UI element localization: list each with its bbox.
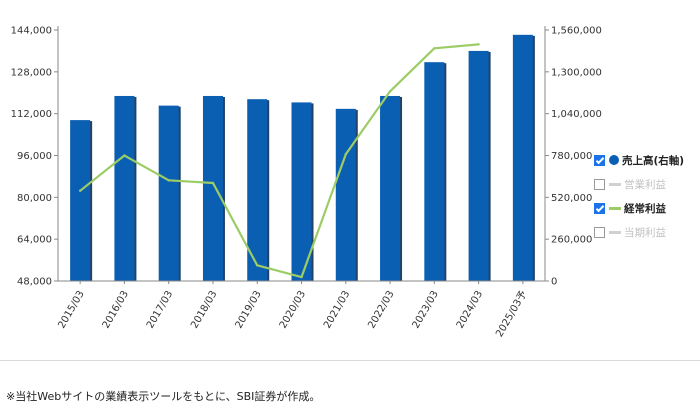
line-point bbox=[167, 179, 170, 182]
legend-label-net-profit: 当期利益 bbox=[624, 226, 666, 239]
line-series bbox=[78, 43, 480, 279]
line-marker-icon bbox=[609, 206, 621, 210]
right-tick-label: 1,300,000 bbox=[551, 67, 602, 78]
x-axis-ticks: 2015/03 2016/03 2017/03 2018/03 2019/03 2020/… bbox=[56, 281, 529, 339]
right-tick-label: 260,000 bbox=[551, 235, 592, 246]
line-point bbox=[123, 154, 126, 157]
x-tick-label: 2019/03 bbox=[234, 289, 264, 330]
footnote: ※当社Webサイトの業績表示ツールをもとに、SBI証券が作成。 bbox=[6, 390, 321, 403]
legend-item-sales[interactable]: 売上高(右軸) bbox=[594, 150, 684, 170]
legend-item-net-profit[interactable]: 当期利益 bbox=[594, 222, 684, 242]
bar bbox=[202, 95, 223, 281]
bar bbox=[291, 102, 312, 282]
bar bbox=[335, 108, 356, 281]
bar bbox=[512, 34, 533, 282]
x-tick-label: 2023/03 bbox=[411, 289, 441, 330]
left-tick-label: 48,000 bbox=[17, 277, 52, 288]
right-tick-label: 0 bbox=[551, 277, 557, 288]
left-tick-label: 96,000 bbox=[17, 151, 52, 162]
legend-checkbox-net-profit[interactable] bbox=[594, 226, 605, 238]
legend-checkbox-sales[interactable] bbox=[594, 154, 605, 166]
x-tick-label: 2024/03 bbox=[455, 289, 485, 330]
bar bbox=[158, 105, 179, 281]
line-point bbox=[78, 189, 82, 192]
bar bbox=[247, 99, 268, 281]
line-marker-icon bbox=[609, 230, 621, 234]
left-tick-label: 144,000 bbox=[11, 26, 52, 37]
right-tick-label: 1,040,000 bbox=[551, 109, 602, 120]
line-point bbox=[300, 275, 303, 279]
line-point bbox=[211, 181, 215, 185]
right-tick-label: 520,000 bbox=[551, 193, 592, 204]
legend-item-operating-profit[interactable]: 営業利益 bbox=[594, 174, 684, 194]
left-tick-label: 128,000 bbox=[11, 67, 52, 78]
legend-label-operating-profit: 営業利益 bbox=[624, 178, 666, 191]
bar-series bbox=[70, 34, 535, 282]
x-tick-label: 2021/03 bbox=[322, 289, 352, 330]
combo-chart: 144,000 128,000 112,000 96,000 80,000 64,000 4… bbox=[11, 26, 602, 340]
left-tick-label: 112,000 bbox=[11, 109, 52, 120]
right-tick-label: 780,000 bbox=[551, 151, 592, 162]
legend-label-sales: 売上高(右軸) bbox=[622, 154, 685, 167]
left-tick-label: 80,000 bbox=[17, 193, 52, 204]
legend-checkbox-ordinary-profit[interactable] bbox=[594, 202, 605, 214]
line-marker-icon bbox=[609, 182, 621, 186]
left-tick-label: 64,000 bbox=[17, 235, 52, 246]
divider bbox=[0, 360, 700, 361]
right-axis-ticks: 1,560,000 1,300,000 1,040,000 780,000 520,00… bbox=[545, 26, 602, 288]
bar bbox=[70, 120, 91, 281]
x-tick-label: 2025/03予 bbox=[493, 289, 529, 340]
x-tick-label: 2017/03 bbox=[145, 289, 175, 330]
right-tick-label: 1,560,000 bbox=[551, 26, 602, 37]
legend-checkbox-operating-profit[interactable] bbox=[594, 178, 605, 190]
bar bbox=[424, 62, 445, 281]
line-point bbox=[477, 43, 480, 46]
x-tick-label: 2016/03 bbox=[101, 289, 131, 330]
x-tick-label: 2020/03 bbox=[278, 289, 308, 330]
line-point bbox=[256, 264, 259, 267]
line-point bbox=[388, 90, 392, 93]
left-axis-ticks: 144,000 128,000 112,000 96,000 80,000 64,000 4… bbox=[11, 26, 58, 288]
bar bbox=[380, 95, 401, 281]
legend-label-ordinary-profit: 経常利益 bbox=[624, 202, 666, 215]
x-tick-label: 2018/03 bbox=[189, 289, 219, 330]
bar bbox=[468, 50, 489, 281]
x-tick-label: 2015/03 bbox=[56, 289, 86, 330]
line-point bbox=[433, 47, 436, 50]
x-tick-label: 2022/03 bbox=[366, 289, 396, 330]
legend-item-ordinary-profit[interactable]: 経常利益 bbox=[594, 198, 684, 218]
series-line bbox=[79, 43, 479, 279]
line-point bbox=[344, 152, 347, 156]
legend: 売上高(右軸) 営業利益 経常利益 当期利益 bbox=[594, 150, 684, 246]
circle-marker-icon bbox=[609, 155, 619, 165]
bar bbox=[114, 95, 135, 281]
